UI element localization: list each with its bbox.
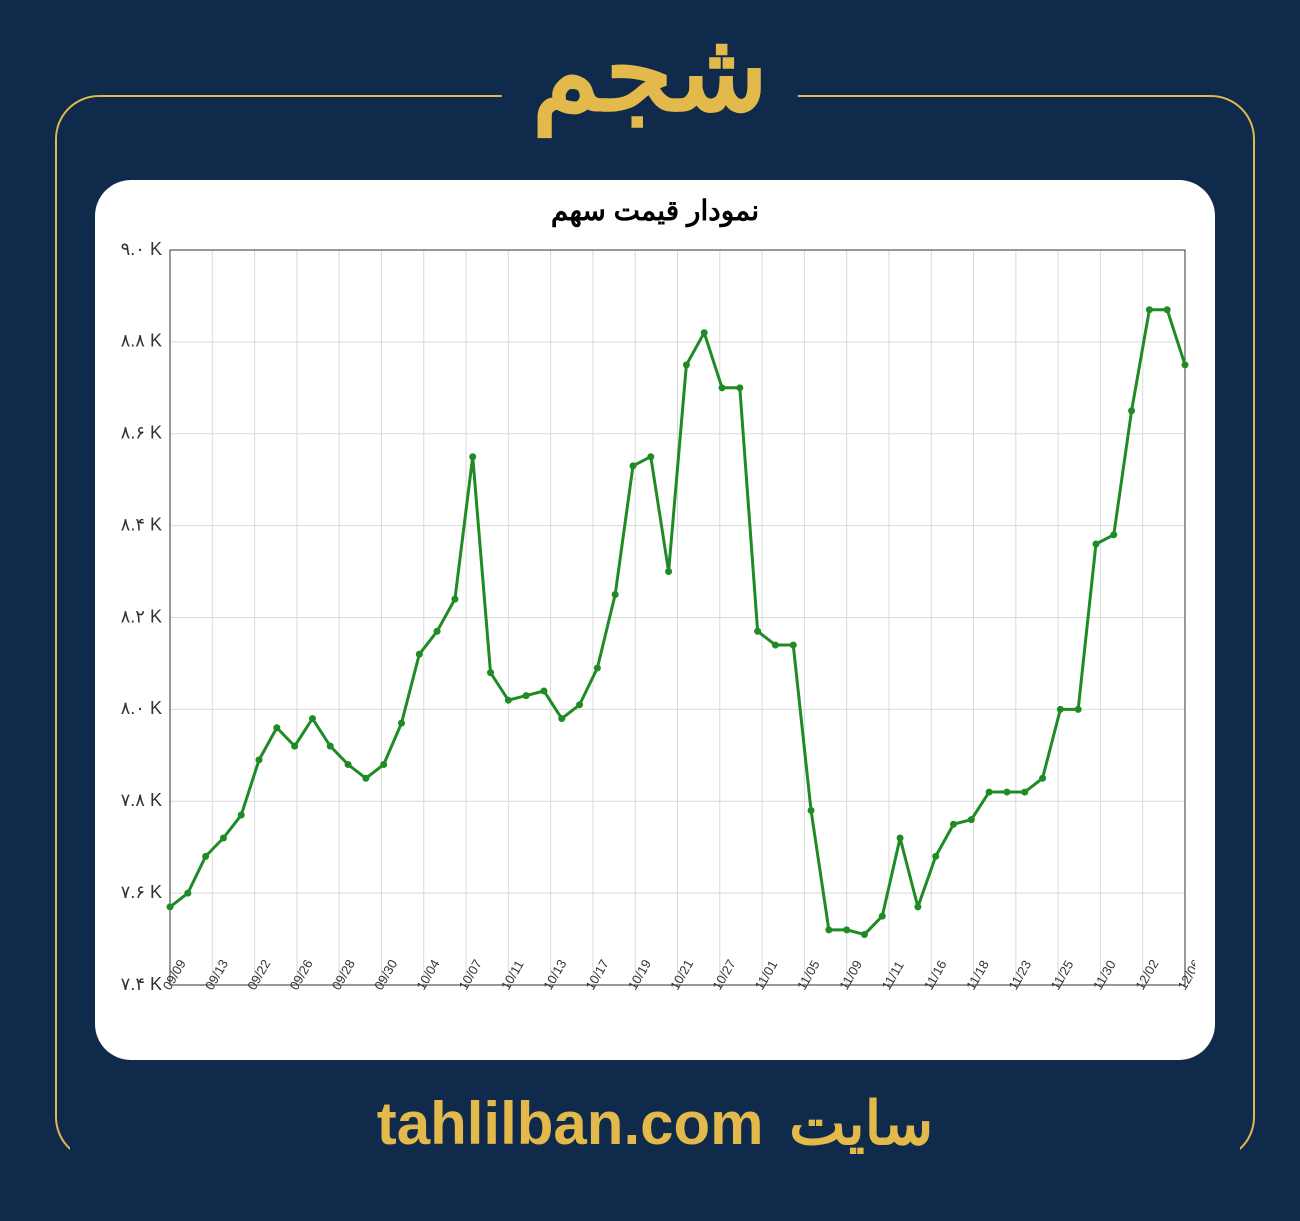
x-tick-label: 10/19 [625,957,654,993]
chart-svg: ٧.۴ K ٧.۶ K ٧.٨ K ٨.٠ K ٨.٢ K ٨.۴ K ٨.۶ K ٨.٨ K… [115,240,1195,1040]
x-tick-label: 11/16 [921,958,950,993]
x-tick-label: 11/11 [879,958,907,992]
y-tick-label: ٩.٠ K [121,240,162,259]
chart-plot-area: ٧.۴ K ٧.۶ K ٧.٨ K ٨.٠ K ٨.٢ K ٨.۴ K ٨.۶ K ٨.٨ K… [115,240,1195,1040]
y-tick-label: ٨.٨ K [121,331,162,351]
x-tick-label: 10/17 [583,957,612,993]
x-tick-label: 11/05 [794,958,823,993]
x-tick-label: 09/26 [286,957,315,993]
x-tick-label: 12/02 [1132,957,1161,993]
x-tick-label: 11/25 [1048,958,1077,993]
y-tick-label: ٨.۶ K [121,423,162,443]
x-tick-label: 11/09 [836,958,865,993]
x-tick-label: 09/28 [329,957,358,993]
x-tick-label: 11/23 [1005,958,1034,993]
x-tick-label: 11/01 [752,958,781,993]
footer-url-text: tahlilban.com [377,1090,764,1157]
x-tick-label: 10/13 [540,957,569,993]
x-tick-label: 09/22 [244,957,273,993]
y-tick-label: ٧.۴ K [121,974,162,994]
x-tick-label: 11/30 [1090,958,1119,993]
x-tick-label: 09/30 [371,957,400,993]
footer-site-label: سایت [789,1090,933,1157]
y-tick-label: ٨.٢ K [121,606,162,626]
x-tick-label: 10/07 [456,957,485,993]
chart-card: نمودار قیمت سهم ٧.۴ K ٧.۶ K ٧.٨ K ٨.٠ K ٨.٢ … [95,180,1215,1060]
x-tick-label: 10/04 [413,957,442,993]
x-tick-label: 09/09 [160,957,189,993]
y-tick-label: ٨.٠ K [121,698,162,718]
page-root: شجم نمودار قیمت سهم ٧.۴ K ٧.۶ K ٧.٨ K ٨.٠ K… [0,0,1300,1221]
y-tick-label: ٧.٨ K [121,790,162,810]
x-tick-label: 10/11 [498,958,527,993]
x-tick-label: 10/27 [709,957,738,993]
chart-title: نمودار قیمت سهم [95,194,1215,227]
footer-bar: tahlilban.com سایت [70,1079,1240,1169]
x-tick-label: 10/21 [667,957,696,993]
x-tick-label: 11/18 [963,958,992,993]
x-tick-label: 09/13 [202,957,231,993]
stock-symbol-title: شجم [502,18,798,128]
stock-symbol-text: شجم [532,11,768,134]
y-tick-label: ٧.۶ K [121,882,162,902]
y-tick-label: ٨.۴ K [121,514,162,534]
